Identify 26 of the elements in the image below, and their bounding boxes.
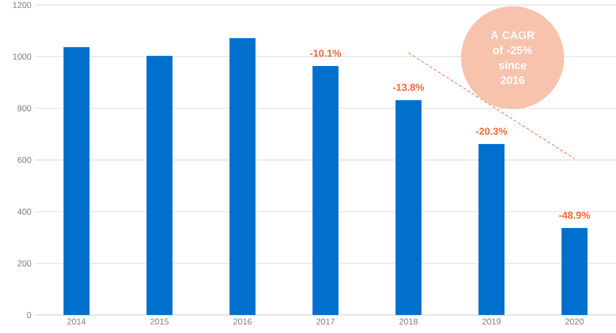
x-tick-label: 2016 (233, 318, 252, 325)
y-tick-label: 800 (18, 105, 32, 112)
annotation: -13.8% (393, 84, 424, 91)
annotation: -48.9% (559, 212, 590, 219)
bar (312, 66, 338, 315)
x-tick-label: 2018 (399, 318, 418, 325)
y-tick-label: 0 (27, 312, 32, 318)
x-tick-label: 2020 (565, 318, 584, 325)
annotation: -10.1% (310, 50, 342, 57)
x-tick-label: 2015 (150, 318, 169, 325)
bar (396, 100, 422, 315)
x-tick-label: 2019 (482, 318, 501, 325)
bar (561, 228, 588, 315)
x-tick-label: 2014 (67, 318, 86, 325)
bar (478, 144, 504, 315)
bar (64, 47, 90, 315)
y-tick-label: 600 (18, 157, 32, 164)
bar (146, 56, 172, 315)
x-tick-label: 2017 (316, 318, 335, 325)
y-tick-label: 1200 (13, 2, 32, 8)
annotation: A CAGR of -25% since 2016 (490, 31, 534, 84)
annotation: -20.3% (476, 128, 508, 135)
y-tick-label: 400 (17, 208, 32, 215)
y-tick-label: 1000 (13, 54, 32, 60)
bar (230, 38, 256, 315)
y-tick-label: 200 (18, 260, 32, 266)
